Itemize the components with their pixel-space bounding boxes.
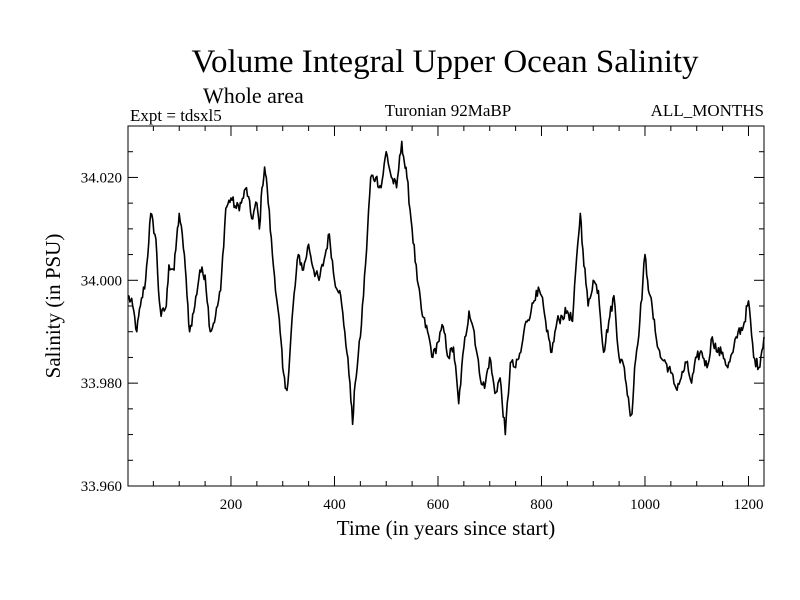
salinity-series-line [127, 140, 765, 436]
x-axis-label: Time (in years since start) [337, 516, 556, 540]
chart-subtitle: Whole area [203, 83, 304, 108]
chart-title: Volume Integral Upper Ocean Salinity [191, 44, 699, 80]
x-axis-ticks [152, 126, 749, 486]
y-tick-label: 33.980 [81, 376, 122, 392]
plot-frame [127, 125, 765, 487]
experiment-label: Expt = tdsxl5 [130, 106, 222, 125]
months-label: ALL_MONTHS [651, 101, 764, 120]
x-tick-label: 400 [323, 497, 346, 513]
y-tick-label: 34.000 [81, 273, 122, 289]
x-tick-label: 800 [530, 497, 553, 513]
period-label: Turonian 92MaBP [385, 101, 511, 120]
x-tick-label: 1200 [733, 497, 763, 513]
x-tick-label: 200 [220, 497, 243, 513]
x-tick-label: 600 [427, 497, 450, 513]
y-axis-tick-labels: 33.960 33.980 34.000 34.020 [81, 170, 122, 495]
y-tick-label: 33.960 [81, 479, 122, 495]
y-axis-label: Salinity (in PSU) [41, 234, 65, 379]
x-tick-label: 1000 [630, 497, 660, 513]
y-axis-ticks [128, 125, 764, 487]
x-axis-tick-labels: 200 400 600 800 1000 1200 [220, 497, 764, 513]
y-tick-label: 34.020 [81, 170, 122, 186]
